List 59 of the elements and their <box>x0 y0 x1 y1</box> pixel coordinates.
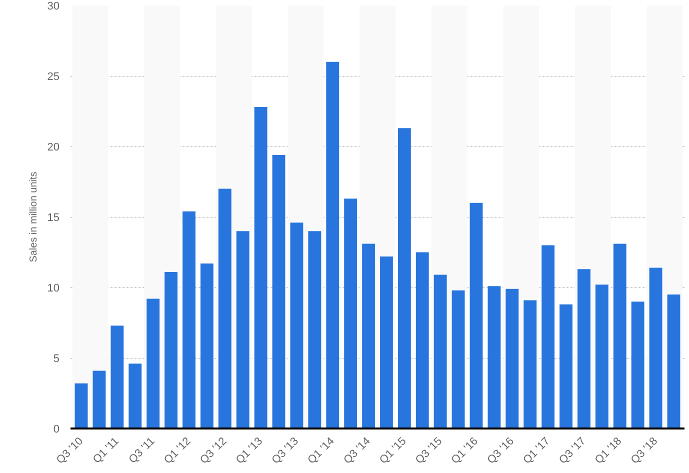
bar <box>488 286 501 428</box>
bar <box>524 300 537 428</box>
bar <box>452 290 465 428</box>
x-tick-label: Q1 '13 <box>234 435 266 466</box>
bar <box>578 269 590 428</box>
bar <box>110 326 124 428</box>
x-tick-label: Q1 '12 <box>162 435 194 466</box>
bar <box>506 288 519 428</box>
x-tick-label: Q1 '11 <box>90 435 122 466</box>
y-tick-label: 10 <box>47 282 60 294</box>
x-tick-label: Q3 '18 <box>628 435 660 466</box>
bar <box>182 211 196 428</box>
bar <box>146 298 160 428</box>
bar <box>380 256 393 428</box>
bar <box>470 202 483 428</box>
x-tick-label: Q1 '18 <box>592 435 624 466</box>
bar <box>613 244 626 428</box>
x-tick-label: Q3 '16 <box>485 435 516 466</box>
bar <box>416 252 429 428</box>
y-tick-label: 30 <box>47 0 60 12</box>
x-tick-label: Q1 '15 <box>378 435 409 466</box>
y-tick-label: 15 <box>47 212 60 224</box>
bar <box>128 364 142 428</box>
y-tick-label: 20 <box>47 142 60 154</box>
bar <box>272 154 286 428</box>
x-tick-label: Q3 '15 <box>413 435 445 466</box>
bar <box>344 198 358 428</box>
y-tick-label: 25 <box>47 71 60 83</box>
bar <box>434 274 447 428</box>
bar <box>74 383 88 428</box>
bar <box>560 304 572 428</box>
x-tick-label: Q1 '17 <box>521 435 552 466</box>
y-tick-label: 5 <box>53 353 60 365</box>
x-tick-label: Q3 '14 <box>342 435 373 466</box>
bar <box>290 222 304 428</box>
bar <box>362 244 375 428</box>
x-tick-label: Q3 '17 <box>557 435 588 466</box>
bar <box>200 264 214 428</box>
x-tick-label: Q3 '10 <box>54 435 86 466</box>
bar <box>649 268 662 428</box>
bar <box>398 128 411 428</box>
bar <box>218 188 232 428</box>
x-tick-label: Q3 '13 <box>270 435 301 466</box>
x-tick-label: Q3 '11 <box>126 435 158 466</box>
bar <box>308 231 322 428</box>
bar <box>542 245 555 428</box>
y-tick-label: 0 <box>53 424 60 436</box>
bar <box>236 231 250 428</box>
bar <box>631 302 644 428</box>
bar <box>92 370 106 428</box>
bar <box>595 284 608 428</box>
x-tick-label: Q1 '16 <box>449 435 480 466</box>
y-axis-title: Sales in million units <box>28 172 40 262</box>
x-tick-label: Q1 '14 <box>306 435 337 466</box>
bar <box>667 294 680 428</box>
x-tick-label: Q3 '12 <box>198 435 230 466</box>
bar <box>164 272 178 428</box>
bar <box>326 62 340 428</box>
bar <box>254 107 268 428</box>
